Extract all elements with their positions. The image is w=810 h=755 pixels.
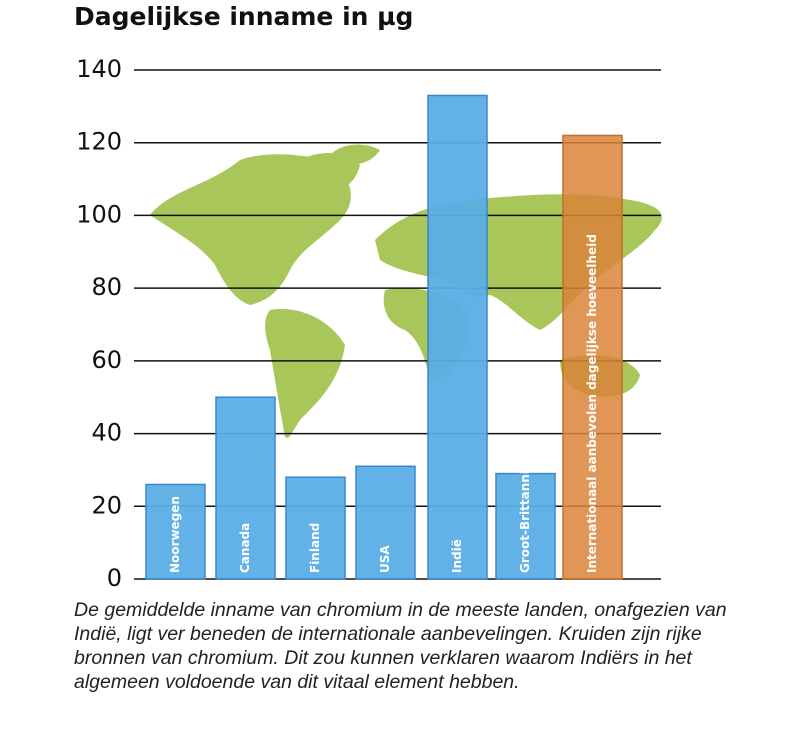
bar (562, 134, 623, 580)
bar (285, 476, 346, 580)
y-tick-label: 80 (91, 273, 122, 301)
y-tick-label: 100 (76, 200, 122, 228)
bar (427, 94, 488, 580)
y-tick-label: 60 (91, 346, 122, 374)
y-tick-label: 40 (91, 419, 122, 447)
bar (215, 396, 276, 580)
chart-title: Dagelijkse inname in µg (74, 2, 413, 31)
bar-label: Canada (238, 523, 252, 573)
y-tick-label: 120 (76, 128, 122, 156)
y-tick-label: 20 (91, 491, 122, 519)
bar-label: Indië (450, 539, 464, 573)
y-tick-label: 140 (76, 55, 122, 83)
bar-label: Internationaal aanbevolen dagelijkse hoe… (585, 234, 599, 573)
bar-label: Groot-Brittannië (518, 462, 532, 573)
bar (145, 483, 206, 580)
bar-label: USA (378, 545, 392, 573)
bar (495, 472, 556, 580)
chart: Dagelijkse inname in µg 0 20 40 60 80 100 120 1… (74, 2, 662, 592)
y-tick-label: 0 (107, 564, 122, 592)
caption: De gemiddelde inname van chromium in de … (74, 599, 727, 693)
bar-label: Noorwegen (168, 496, 182, 573)
bar-label: Finland (308, 523, 322, 573)
bar (355, 465, 416, 580)
